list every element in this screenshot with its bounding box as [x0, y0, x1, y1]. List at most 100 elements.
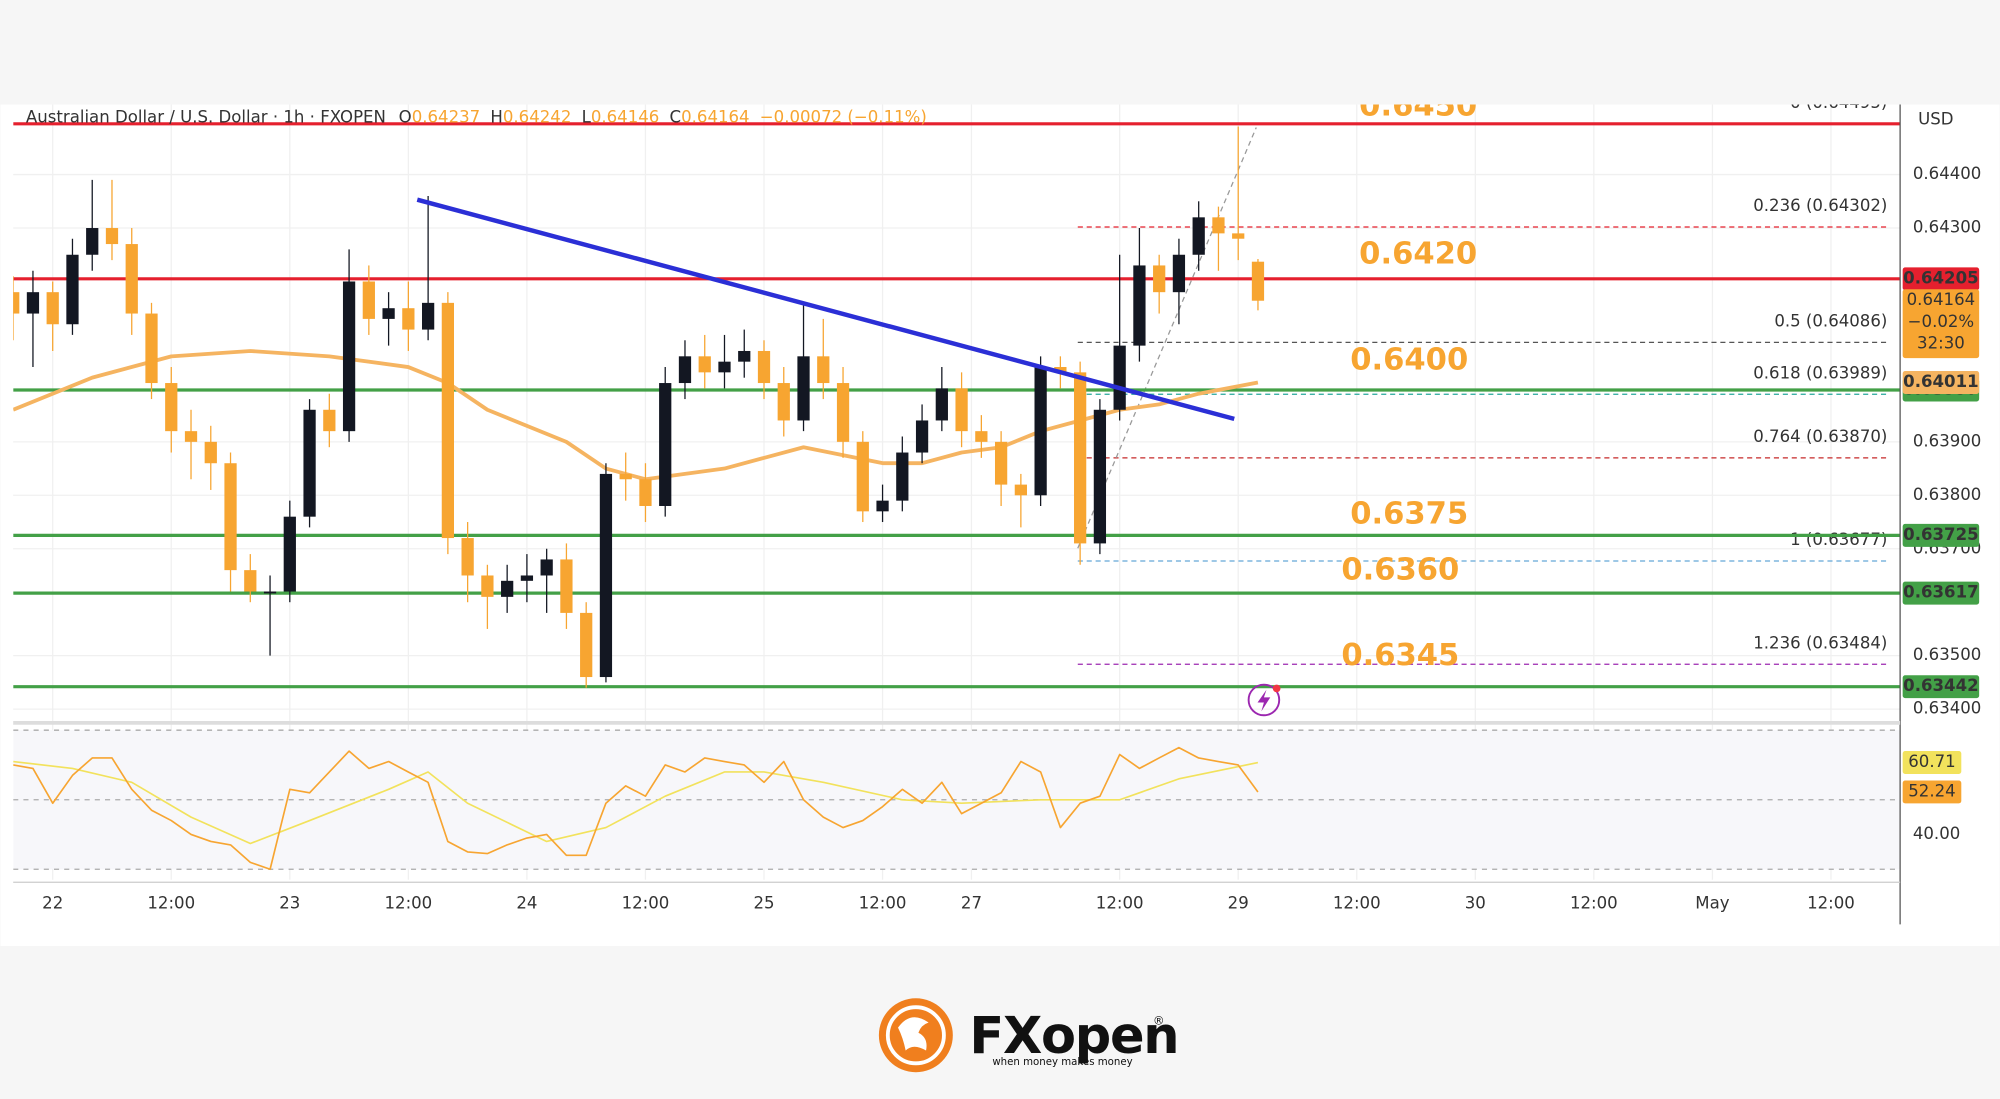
candle-body — [26, 292, 40, 314]
brand-name: FXopen — [969, 1007, 1178, 1066]
fib-label: 1.236 (0.63484) — [1753, 633, 1887, 652]
candle-body — [836, 383, 850, 442]
candle-body — [283, 516, 296, 592]
candle-body — [1054, 367, 1067, 373]
candle-body — [145, 313, 158, 384]
moving-average — [13, 349, 1259, 482]
x-tick-label: 22 — [42, 893, 63, 912]
candle-body — [105, 228, 119, 245]
price-badge — [1902, 267, 1980, 291]
countdown: 32:30 — [1917, 334, 1965, 353]
last-price-badge — [1902, 289, 1980, 359]
price-badge — [1902, 581, 1980, 605]
ohlc-change: −0.00072 (−0.11%) — [760, 107, 927, 126]
candle-body — [1192, 217, 1205, 255]
rsi-badge-label: 60.71 — [1908, 752, 1955, 771]
candle-body — [896, 452, 909, 501]
candle-body — [817, 356, 830, 384]
candle-body — [560, 559, 573, 613]
candle-body — [915, 420, 929, 453]
x-tick-label: 12:00 — [622, 893, 670, 912]
ohlc-value: 0.64242 — [503, 107, 571, 126]
price-badge-label: 0.63725 — [1903, 525, 1978, 544]
candle-body — [46, 292, 59, 325]
candle-body — [955, 388, 968, 432]
ohlc-value: 0.64146 — [591, 107, 660, 126]
ohlc-value: 0.64164 — [681, 107, 750, 126]
x-tick-label: 12:00 — [1570, 893, 1618, 912]
fib-label: 0.236 (0.64302) — [1753, 196, 1887, 215]
x-tick-label: May — [1695, 893, 1729, 912]
rsi-badge — [1902, 780, 1962, 804]
candle-body — [975, 431, 988, 442]
level-annotation: 0.6345 — [1341, 638, 1459, 673]
fib-label: 0.618 (0.63989) — [1753, 363, 1887, 382]
candle-body — [323, 409, 336, 432]
ohlc-label: H — [490, 107, 502, 126]
candle-body — [1172, 254, 1186, 293]
candle-body — [263, 591, 277, 594]
candle-body — [224, 463, 237, 571]
x-tick-label: 12:00 — [147, 893, 195, 912]
candle-body — [184, 431, 198, 442]
level-annotation: 0.6360 — [1341, 553, 1459, 588]
price-badge-label: 0.63442 — [1903, 676, 1978, 695]
candle-body — [1074, 372, 1087, 544]
candle-body — [342, 281, 356, 432]
x-tick-label: 27 — [961, 893, 982, 912]
x-tick-label: 24 — [516, 893, 537, 912]
candle-body — [501, 580, 514, 597]
y-tick-label: 0.64400 — [1913, 164, 1981, 183]
candle-body — [876, 500, 889, 512]
candle-body — [659, 383, 672, 506]
fib-label: 0.764 (0.63870) — [1753, 427, 1887, 446]
rsi-line — [13, 746, 1259, 871]
candle-body — [520, 575, 534, 581]
candle-body — [441, 302, 455, 539]
brand-tagline: when money makes money — [992, 1057, 1132, 1068]
rsi-badge-label: 52.24 — [1908, 781, 1955, 800]
candle-body — [678, 356, 692, 384]
candle-body — [718, 361, 731, 373]
x-tick-label: 23 — [279, 893, 300, 912]
price-badge — [1902, 371, 1980, 394]
fib-trend — [1077, 127, 1257, 549]
price-badge-label: 0.64011 — [1903, 372, 1978, 391]
fib-label: 0.5 (0.64086) — [1774, 312, 1887, 331]
price-badge — [1902, 523, 1980, 547]
candle-body — [1113, 345, 1126, 410]
candle-body — [1014, 484, 1027, 496]
last-change: −0.02% — [1908, 312, 1974, 331]
price-badge-label: 0.64205 — [1903, 268, 1978, 287]
y-tick-label: 0.63800 — [1913, 485, 1981, 504]
candle-body — [165, 383, 178, 432]
price-badge — [1902, 675, 1980, 699]
candle-body — [540, 559, 553, 576]
candle-body — [580, 612, 593, 678]
trendline — [416, 197, 1235, 422]
candle-body — [125, 244, 138, 314]
candle-body — [303, 409, 316, 517]
last-price: 0.64164 — [1907, 290, 1976, 309]
candle-body — [856, 441, 869, 512]
brand-logo: FXopen ® when money makes money — [878, 998, 1180, 1073]
x-tick-label: 12:00 — [384, 893, 432, 912]
rsi-line — [13, 760, 1259, 845]
x-tick-label: 12:00 — [1807, 893, 1855, 912]
candle-body — [738, 350, 751, 362]
candle-body — [994, 441, 1008, 485]
x-tick-label: 12:00 — [859, 893, 907, 912]
level-annotation: 0.6400 — [1350, 342, 1468, 377]
candle-body — [204, 441, 217, 464]
candle-body — [599, 473, 613, 678]
candle-body — [777, 383, 790, 421]
axes: 0.644000.643000.639000.638000.637000.635… — [42, 164, 1981, 912]
candle-body — [402, 308, 415, 330]
candle-body — [619, 473, 632, 480]
candle-body — [1133, 265, 1146, 346]
candle-body — [13, 292, 20, 314]
candle-body — [362, 281, 375, 319]
ohlc-label: L — [582, 107, 592, 126]
